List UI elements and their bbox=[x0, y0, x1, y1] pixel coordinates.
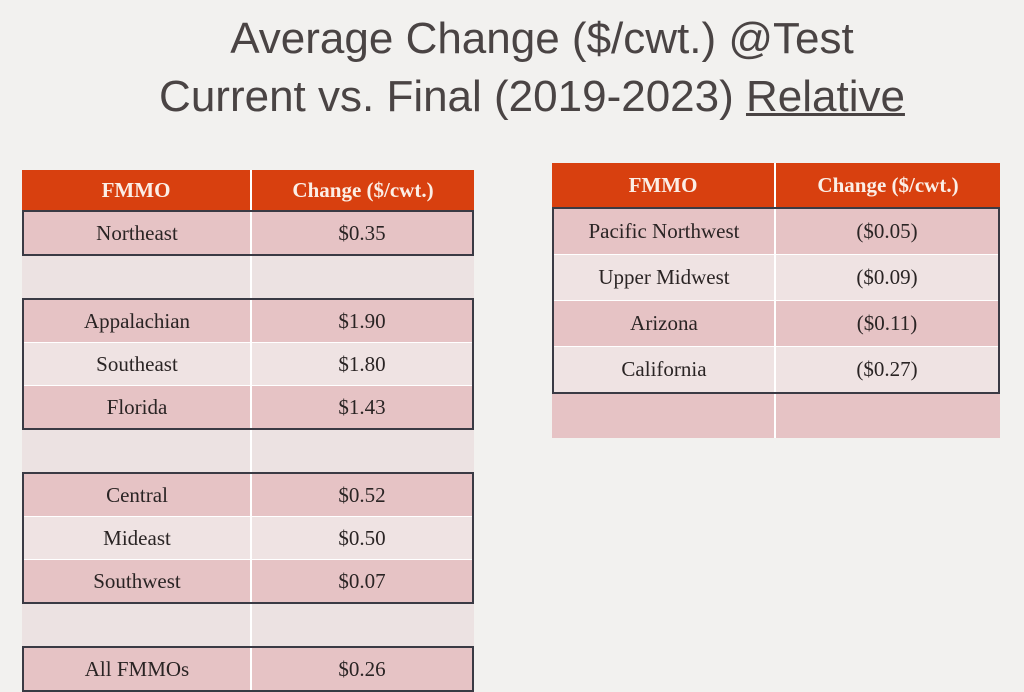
table-row: California ($0.27) bbox=[554, 346, 998, 392]
title-underlined: Relative bbox=[745, 72, 905, 121]
fmmo-cell: Southwest bbox=[93, 568, 181, 593]
change-cell: $1.90 bbox=[250, 300, 472, 342]
fmmo-cell: California bbox=[621, 357, 707, 381]
row-group: All FMMOs $0.26 bbox=[22, 646, 474, 692]
change-cell: $0.50 bbox=[250, 517, 472, 559]
change-cell: $0.07 bbox=[250, 560, 472, 602]
fmmo-cell: Arizona bbox=[630, 311, 698, 335]
change-cell bbox=[250, 604, 474, 646]
fmmo-cell bbox=[22, 430, 250, 472]
table-row: Northeast $0.35 bbox=[24, 212, 472, 254]
header-change: Change ($/cwt.) bbox=[774, 163, 1000, 207]
spacer-row bbox=[552, 394, 1000, 438]
change-cell bbox=[774, 394, 1000, 438]
spacer-row bbox=[22, 256, 474, 298]
change-cell: $1.43 bbox=[250, 386, 472, 428]
right-table: FMMO Change ($/cwt.) Pacific Northwest ($… bbox=[552, 163, 1000, 438]
change-cell: ($0.09) bbox=[774, 255, 998, 300]
table-row: Central $0.52 bbox=[24, 474, 472, 516]
table-row: Mideast $0.50 bbox=[24, 516, 472, 559]
table-header: FMMO Change ($/cwt.) bbox=[22, 170, 474, 210]
table-header: FMMO Change ($/cwt.) bbox=[552, 163, 1000, 207]
fmmo-cell: Mideast bbox=[103, 525, 171, 550]
slide-title-line1: Average Change ($/cwt.) @Test bbox=[230, 14, 854, 63]
table-row: All FMMOs $0.26 bbox=[24, 648, 472, 690]
header-fmmo: FMMO bbox=[552, 163, 774, 207]
change-cell: $0.26 bbox=[250, 648, 472, 690]
change-cell: ($0.27) bbox=[774, 347, 998, 392]
fmmo-cell: Upper Midwest bbox=[598, 265, 730, 289]
fmmo-cell: Florida bbox=[106, 394, 168, 419]
header-change: Change ($/cwt.) bbox=[250, 170, 474, 210]
row-group: Northeast $0.35 bbox=[22, 210, 474, 256]
table-row: Southwest $0.07 bbox=[24, 559, 472, 602]
change-cell: $0.52 bbox=[250, 474, 472, 516]
change-cell bbox=[250, 256, 474, 298]
header-fmmo: FMMO bbox=[22, 170, 250, 210]
row-group: Central $0.52 Mideast $0.50 Southwest $0.07 bbox=[22, 472, 474, 604]
fmmo-cell bbox=[22, 604, 250, 646]
table-row: Appalachian $1.90 bbox=[24, 300, 472, 342]
row-group: Appalachian $1.90 Southeast $1.80 Florida $1.… bbox=[22, 298, 474, 430]
fmmo-cell: Southeast bbox=[96, 351, 178, 376]
table-row: Pacific Northwest ($0.05) bbox=[554, 209, 998, 254]
table-row: Upper Midwest ($0.09) bbox=[554, 254, 998, 300]
fmmo-cell: Northeast bbox=[96, 220, 178, 245]
fmmo-cell: Central bbox=[106, 482, 168, 507]
fmmo-cell bbox=[552, 394, 774, 438]
change-cell: ($0.11) bbox=[774, 301, 998, 346]
spacer-row bbox=[22, 430, 474, 472]
change-cell: $0.35 bbox=[250, 212, 472, 254]
change-cell bbox=[250, 430, 474, 472]
row-group: Pacific Northwest ($0.05) Upper Midwest ($0… bbox=[552, 207, 1000, 394]
change-cell: ($0.05) bbox=[774, 209, 998, 254]
spacer-row bbox=[22, 604, 474, 646]
title-prefix: Current vs. Final (2019-2023) bbox=[159, 72, 746, 121]
fmmo-cell: All FMMOs bbox=[84, 656, 190, 681]
fmmo-cell: Pacific Northwest bbox=[588, 219, 740, 243]
table-row: Florida $1.43 bbox=[24, 385, 472, 428]
fmmo-cell: Appalachian bbox=[83, 308, 191, 333]
fmmo-cell bbox=[22, 256, 250, 298]
table-row: Southeast $1.80 bbox=[24, 342, 472, 385]
slide-title-line2: Current vs. Final (2019-2023) Relative bbox=[20, 72, 1024, 122]
change-cell: $1.80 bbox=[250, 343, 472, 385]
left-table: FMMO Change ($/cwt.) Northeast $0.35 Appal… bbox=[22, 170, 474, 692]
table-row: Arizona ($0.11) bbox=[554, 300, 998, 346]
